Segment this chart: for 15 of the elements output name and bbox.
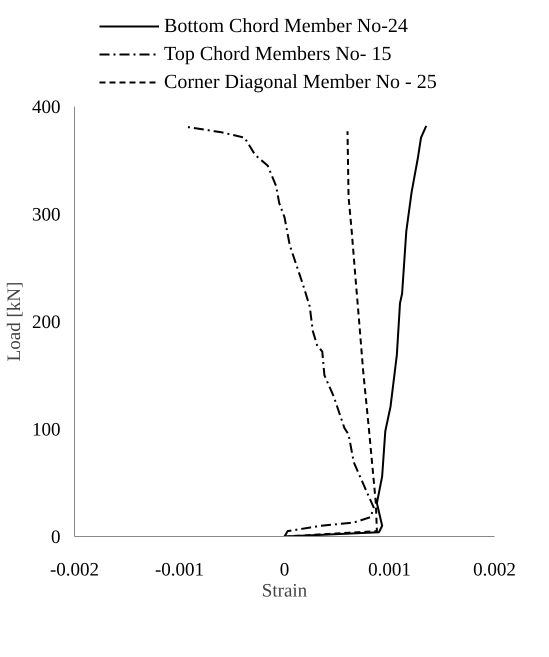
y-axis-title: Load [kN] <box>4 282 25 362</box>
y-tick-label: 100 <box>32 420 60 440</box>
x-tick-label: 0.002 <box>473 560 516 580</box>
x-axis-title: Strain <box>262 580 308 602</box>
y-tick-label: 0 <box>51 527 60 548</box>
y-tick-label: 200 <box>32 312 60 333</box>
y-tick-label: 400 <box>32 97 60 118</box>
legend-label: Bottom Chord Member No-24 <box>164 14 408 38</box>
x-tick-label: -0.001 <box>154 560 204 580</box>
y-tick-label: 300 <box>32 204 60 226</box>
x-tick-label: -0.002 <box>50 560 100 580</box>
x-tick-label: 0.001 <box>368 560 411 580</box>
legend-label: Top Chord Members No- 15 <box>164 42 392 66</box>
legend-label: Corner Diagonal Member No - 25 <box>164 70 437 94</box>
x-tick-label: 0 <box>280 560 290 580</box>
